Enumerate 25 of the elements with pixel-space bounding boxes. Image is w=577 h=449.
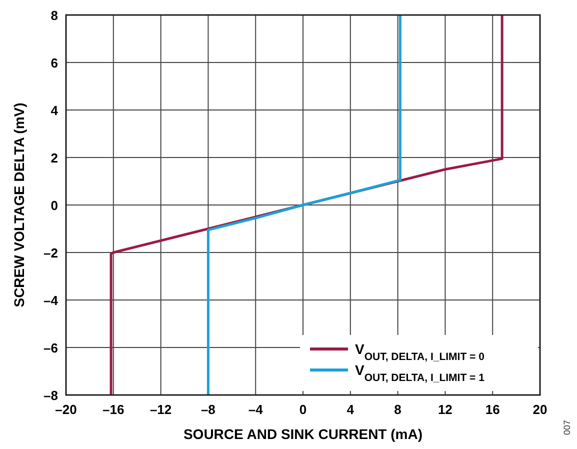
x-tick-label: 20	[532, 402, 548, 417]
x-tick-label: –12	[150, 402, 172, 417]
x-tick-label: –4	[248, 402, 264, 417]
text: 007	[562, 420, 572, 435]
legend-label: V$_{OUT, DELTA, I_LIMIT = 1}$	[355, 362, 485, 384]
x-tick-label: 12	[438, 402, 452, 417]
x-axis-title: SOURCE AND SINK CURRENT (mA)	[183, 426, 423, 442]
y-tick-label: –2	[44, 246, 58, 260]
y-axis-title: SCREW VOLTAGE DELTA (mV)	[11, 102, 27, 308]
x-tick-label: –16	[102, 402, 124, 417]
x-tick-label: 8	[394, 402, 402, 417]
legend-label: V$_{OUT, DELTA, I_LIMIT = 0}$	[355, 341, 485, 363]
x-tick-label: 16	[485, 402, 500, 417]
x-tick-label: 4	[346, 402, 355, 417]
y-tick-label: –8	[44, 388, 58, 403]
x-tick-label: 0	[299, 402, 307, 417]
y-tick-label: –4	[44, 293, 59, 308]
y-tick-label: 4	[50, 103, 59, 118]
y-tick-label: 8	[50, 8, 58, 23]
y-tick-label: 2	[50, 150, 58, 166]
y-tick-label: –6	[44, 340, 58, 356]
y-tick-label: 6	[50, 56, 58, 70]
y-tick-label: 0	[50, 198, 58, 213]
x-tick-label: –20	[55, 402, 77, 417]
x-tick-label: –8	[200, 402, 216, 417]
